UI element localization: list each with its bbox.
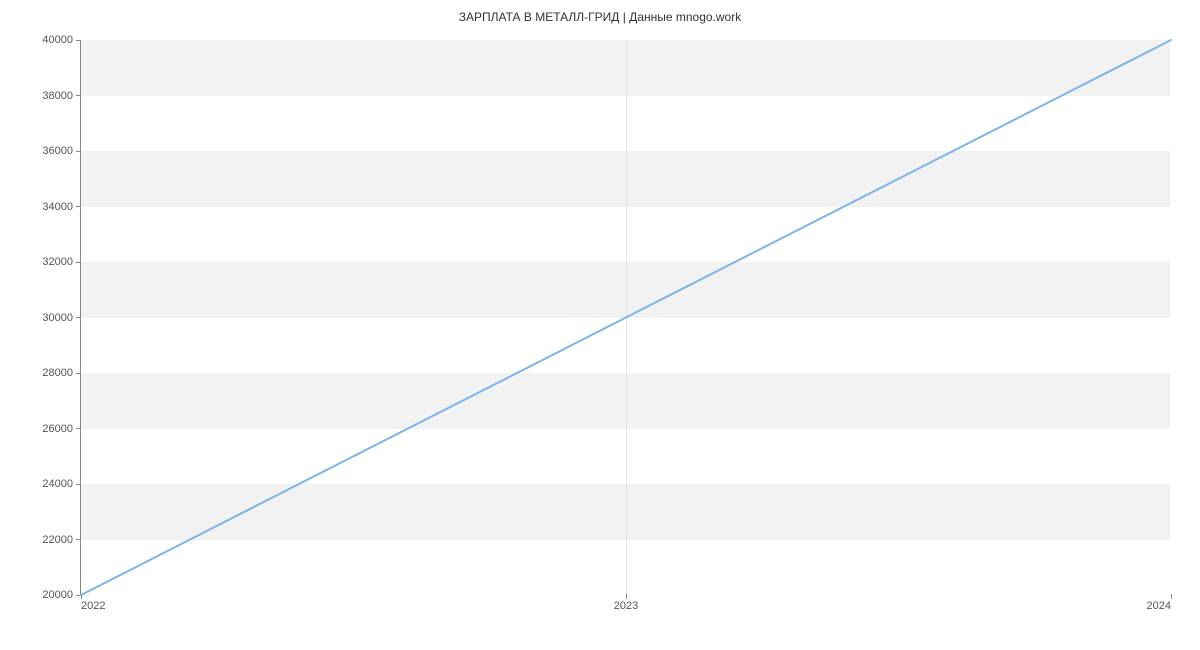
y-tick-label: 26000 [42, 423, 73, 435]
x-tick-label: 2024 [1147, 600, 1171, 612]
y-tick-label: 28000 [42, 367, 73, 379]
y-tick-label: 40000 [42, 34, 73, 46]
y-tick-label: 20000 [42, 589, 73, 601]
y-tick-label: 30000 [42, 312, 73, 324]
y-tick-label: 22000 [42, 534, 73, 546]
chart-title: ЗАРПЛАТА В МЕТАЛЛ-ГРИД | Данные mnogo.wo… [0, 10, 1200, 24]
y-tick-label: 34000 [42, 201, 73, 213]
y-tick-label: 32000 [42, 256, 73, 268]
y-tick-label: 24000 [42, 478, 73, 490]
plot-area: 2022202320242000022000240002600028000300… [80, 40, 1170, 595]
x-tick-label: 2022 [81, 600, 105, 612]
line-layer [81, 40, 1171, 595]
series-line [81, 40, 1171, 595]
y-tick-label: 38000 [42, 90, 73, 102]
y-tick-label: 36000 [42, 145, 73, 157]
x-tick-label: 2023 [614, 600, 638, 612]
